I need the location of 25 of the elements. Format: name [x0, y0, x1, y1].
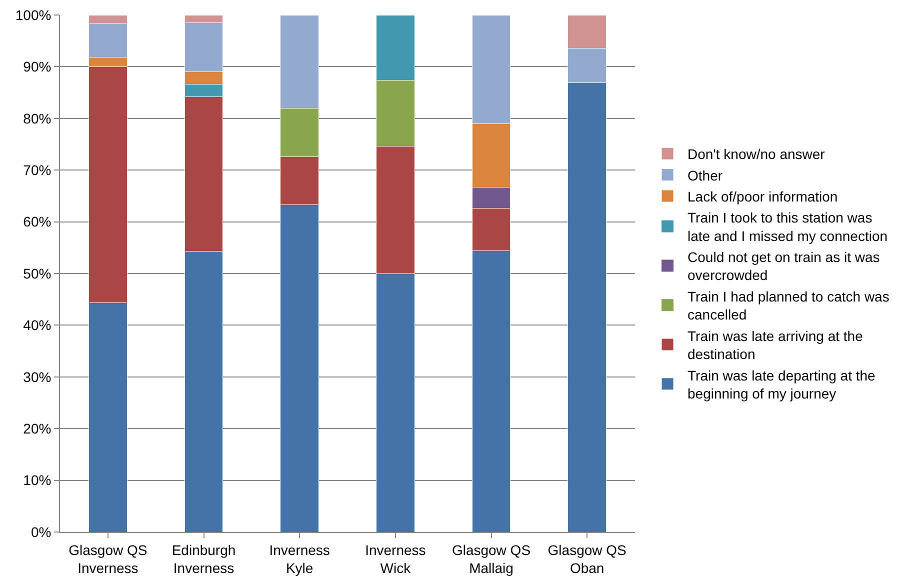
y-tick-label: 50%	[23, 265, 52, 282]
legend-label: Train was late arriving at the destination	[688, 328, 864, 362]
y-tick-label: 20%	[23, 420, 52, 436]
x-tick-label: Inverness Wick	[365, 542, 426, 576]
y-tick-label: 10%	[23, 472, 52, 488]
legend-label: Lack of/poor information	[688, 188, 838, 204]
x-tick-label: Glasgow QS Mallaig	[452, 542, 531, 576]
y-tick-label: 40%	[23, 317, 52, 334]
legend-label: Train was late departing at the beginning of my journey	[688, 367, 876, 402]
x-tick-label: Glasgow QS Inverness	[68, 542, 148, 576]
x-tick-label: Glasgow QS Oban	[548, 542, 626, 576]
y-tick-label: 100%	[15, 6, 52, 23]
legend-label: Other	[688, 167, 723, 184]
y-tick-label: 60%	[23, 214, 52, 230]
legend-label: Train I took to this station was late and I missed my connection	[688, 210, 888, 244]
x-tick-label: Inverness Kyle	[269, 542, 330, 576]
y-tick-label: 30%	[23, 368, 52, 385]
legend-label: Train I had planned to catch was cancelled	[688, 288, 890, 323]
y-tick-label: 70%	[23, 162, 52, 178]
legend-label: Don't know/no answer	[688, 146, 826, 162]
y-tick-label: 0%	[30, 524, 52, 540]
y-tick-label: 90%	[23, 58, 52, 75]
y-tick-label: 80%	[23, 110, 52, 126]
x-tick-label: Edinburgh Inverness	[172, 542, 236, 576]
legend-label: Could not get on train as it was overcrowded	[688, 249, 880, 284]
